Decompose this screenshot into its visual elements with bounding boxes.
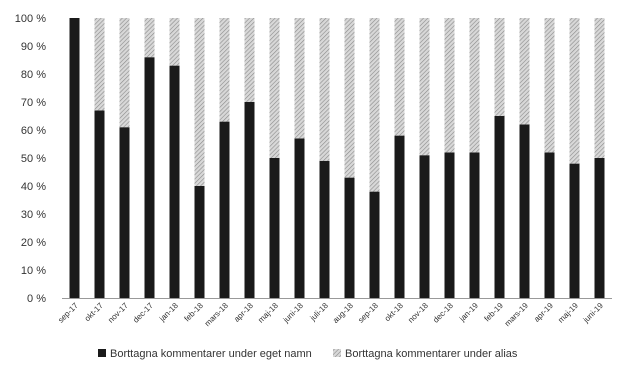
x-tick-label: juni-18 [281, 301, 305, 325]
bar-alias [319, 18, 330, 161]
x-tick-label: maj-18 [256, 301, 280, 325]
x-tick-label: dec-17 [131, 301, 155, 325]
x-tick-label: juli-18 [308, 301, 331, 324]
x-tick-label: okt-17 [83, 301, 105, 323]
bar-alias [569, 18, 580, 164]
legend-label-alias: Borttagna kommentarer under alias [345, 348, 518, 360]
y-tick-label: 60 % [21, 125, 46, 137]
bar-alias [194, 18, 205, 186]
legend-label-own-name: Borttagna kommentarer under eget namn [110, 348, 312, 360]
x-tick-label: jan-18 [157, 301, 180, 324]
bar-alias [469, 18, 480, 153]
bar-alias [544, 18, 555, 153]
y-tick-label: 30 % [21, 209, 46, 221]
x-tick-label: sep-18 [356, 301, 380, 325]
legend-swatch-alias [333, 349, 341, 357]
bar-alias [144, 18, 155, 58]
x-tick-label: juni-19 [581, 301, 605, 325]
x-tick-label: okt-18 [383, 301, 405, 323]
bar-own-name [119, 127, 130, 298]
y-tick-label: 40 % [21, 181, 46, 193]
y-tick-label: 20 % [21, 237, 46, 249]
bar-alias [269, 18, 280, 158]
x-tick-label: mars-19 [503, 301, 530, 328]
y-tick-label: 80 % [21, 69, 46, 81]
bar-alias [594, 18, 605, 158]
bar-own-name [269, 158, 280, 298]
x-tick-label: feb-19 [483, 301, 506, 324]
y-tick-label: 100 % [15, 13, 46, 25]
x-tick-label: nov-18 [406, 301, 430, 325]
bar-own-name [469, 152, 480, 298]
legend-swatch-own-name [98, 349, 106, 357]
bar-alias [294, 18, 305, 139]
bar-own-name [444, 152, 455, 298]
bar-own-name [419, 155, 430, 298]
bar-alias [344, 18, 355, 178]
legend: Borttagna kommentarer under eget namn Bo… [98, 348, 518, 360]
bar-alias [94, 18, 105, 111]
x-tick-label: feb-18 [183, 301, 206, 324]
y-tick-label: 90 % [21, 41, 46, 53]
bar-alias [494, 18, 505, 116]
x-tick-label: mars-18 [203, 301, 230, 328]
bar-own-name [519, 124, 530, 299]
x-tick-label: maj-19 [556, 301, 580, 325]
bar-alias [419, 18, 430, 156]
bar-own-name [294, 138, 305, 298]
bar-alias [519, 18, 530, 125]
bar-own-name [569, 163, 580, 298]
bar-alias [444, 18, 455, 153]
bar-own-name [594, 158, 605, 298]
x-tick-label: dec-18 [431, 301, 455, 325]
bar-alias [244, 18, 255, 102]
bar-own-name [244, 102, 255, 298]
bar-own-name [69, 18, 80, 298]
y-axis: 0 % 10 % 20 % 30 % 40 % 50 % 60 % 70 % 80 % 90 % 1… [15, 13, 46, 305]
y-tick-label: 70 % [21, 97, 46, 109]
bar-own-name [194, 186, 205, 298]
bar-alias [369, 18, 380, 192]
x-axis: sep-17 okt-17 nov-17 dec-17 jan-18 feb-18mars… [56, 301, 605, 329]
bar-own-name [369, 191, 380, 298]
bar-own-name [169, 65, 180, 298]
bar-alias [394, 18, 405, 136]
bar-own-name [494, 116, 505, 298]
bar-own-name [144, 57, 155, 299]
bar-own-name [394, 135, 405, 298]
bar-alias [119, 18, 130, 128]
bar-own-name [219, 121, 230, 298]
bars [69, 18, 605, 299]
bar-own-name [94, 110, 105, 299]
bar-own-name [319, 160, 330, 298]
y-tick-label: 0 % [27, 293, 46, 305]
bar-own-name [344, 177, 355, 298]
x-tick-label: apr-19 [532, 301, 555, 324]
x-tick-label: aug-18 [331, 301, 355, 325]
x-tick-label: nov-17 [106, 301, 130, 325]
x-tick-label: jan-19 [457, 301, 480, 324]
x-tick-label: apr-18 [232, 301, 255, 324]
bar-alias [219, 18, 230, 122]
bar-own-name [544, 152, 555, 298]
bar-alias [169, 18, 180, 66]
y-tick-label: 50 % [21, 153, 46, 165]
y-tick-label: 10 % [21, 265, 46, 277]
x-tick-label: sep-17 [56, 301, 80, 325]
